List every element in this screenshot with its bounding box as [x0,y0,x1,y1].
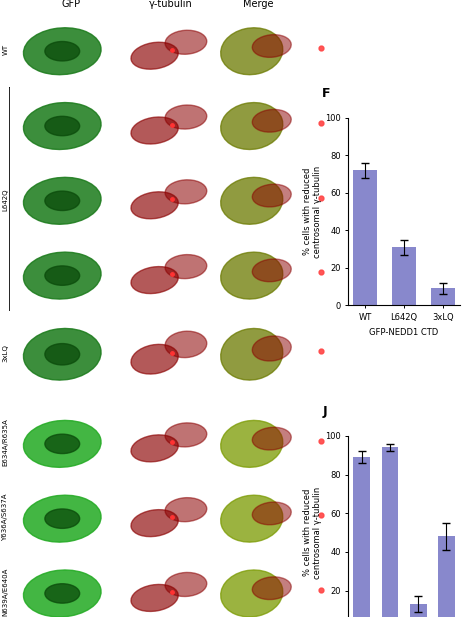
Ellipse shape [252,336,291,361]
Ellipse shape [23,102,101,149]
Bar [431,289,455,305]
Text: γ-tubulin: γ-tubulin [148,0,192,9]
Text: J: J [322,405,327,418]
Bar [392,247,416,305]
Ellipse shape [165,180,207,204]
Text: 3xLQ: 3xLQ [2,344,9,362]
Ellipse shape [252,259,291,282]
Ellipse shape [221,570,283,617]
Ellipse shape [252,35,291,57]
Ellipse shape [165,498,207,522]
Ellipse shape [131,267,178,294]
Text: Y636A/S637A: Y636A/S637A [2,494,9,541]
Ellipse shape [221,328,283,380]
Text: B: B [21,91,28,100]
Ellipse shape [131,510,178,537]
Ellipse shape [165,105,207,129]
Ellipse shape [252,184,291,207]
Ellipse shape [165,255,207,279]
Ellipse shape [131,435,178,462]
Ellipse shape [165,30,207,54]
Text: I: I [21,558,24,567]
Text: L642Q: L642Q [2,188,9,210]
Text: H: H [21,484,28,492]
Bar [410,604,427,617]
Ellipse shape [45,266,80,285]
Ellipse shape [45,344,80,365]
Ellipse shape [221,420,283,467]
Ellipse shape [131,192,178,219]
Ellipse shape [252,577,291,600]
Ellipse shape [23,177,101,224]
Ellipse shape [252,109,291,132]
Ellipse shape [252,502,291,525]
Ellipse shape [221,252,283,299]
Ellipse shape [45,116,80,136]
Ellipse shape [23,28,101,75]
Ellipse shape [131,344,178,374]
Y-axis label: % cells with reduced
centrosomal γ-tubulin: % cells with reduced centrosomal γ-tubul… [303,165,322,258]
Text: C: C [21,165,27,175]
Text: A: A [21,16,28,25]
Ellipse shape [23,495,101,542]
Text: Merge: Merge [244,0,274,9]
Ellipse shape [23,328,101,380]
Text: D: D [21,241,28,249]
Text: N639A/E640A: N639A/E640A [2,568,9,616]
Ellipse shape [45,509,80,528]
Ellipse shape [131,117,178,144]
Text: F: F [322,87,331,100]
Ellipse shape [221,28,283,75]
Text: WT: WT [2,44,9,56]
Ellipse shape [131,584,178,611]
Ellipse shape [221,495,283,542]
Ellipse shape [45,584,80,603]
Ellipse shape [23,570,101,617]
Ellipse shape [165,423,207,447]
Y-axis label: % cells with reduced
centrosomal γ-tubulin: % cells with reduced centrosomal γ-tubul… [303,486,322,579]
Ellipse shape [131,42,178,69]
Ellipse shape [165,573,207,597]
Ellipse shape [221,177,283,224]
Ellipse shape [45,434,80,453]
Ellipse shape [23,420,101,467]
Bar [354,457,370,617]
Bar [382,447,399,617]
Text: E634A/R635A: E634A/R635A [2,418,9,466]
Text: G: G [21,408,28,418]
Ellipse shape [45,41,80,61]
Text: GFP: GFP [62,0,81,9]
Ellipse shape [252,428,291,450]
X-axis label: GFP-NEDD1 CTD: GFP-NEDD1 CTD [369,328,439,336]
Ellipse shape [45,191,80,210]
Text: E: E [21,316,27,325]
Ellipse shape [221,102,283,149]
Bar [438,536,455,617]
Ellipse shape [165,331,207,358]
Bar [354,170,377,305]
Ellipse shape [23,252,101,299]
